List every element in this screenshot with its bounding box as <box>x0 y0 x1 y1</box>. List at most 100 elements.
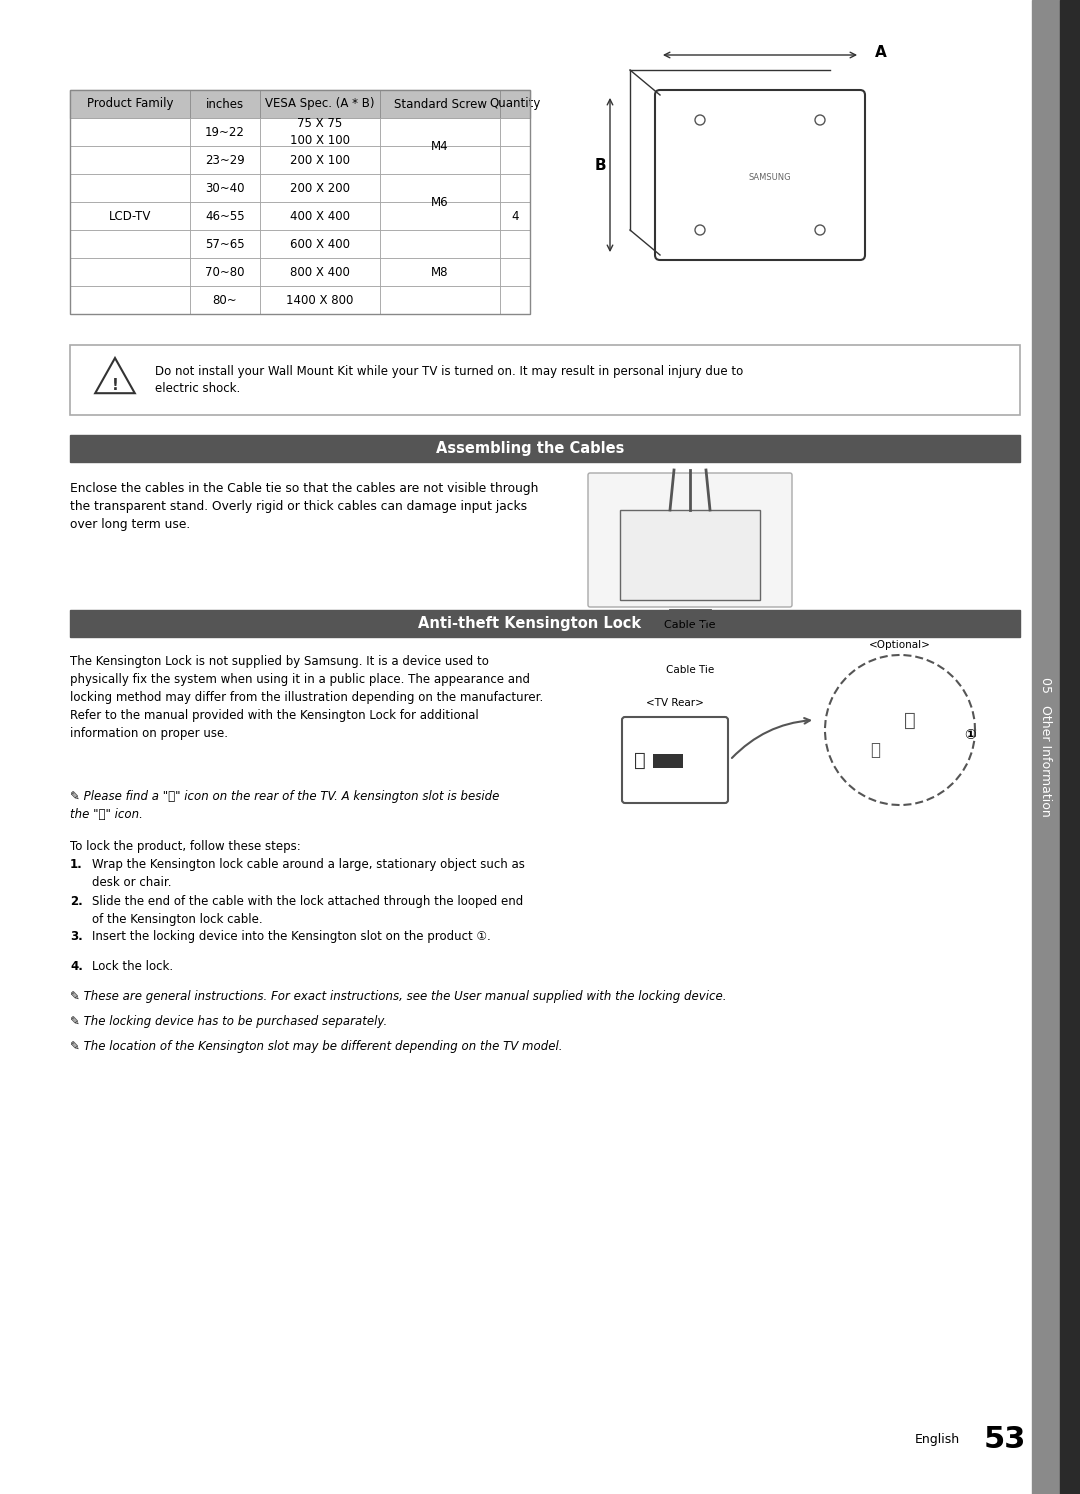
Text: 600 X 400: 600 X 400 <box>291 238 350 251</box>
Bar <box>70 173 190 202</box>
Bar <box>380 285 500 314</box>
Text: !: ! <box>111 378 119 393</box>
Bar <box>500 258 530 285</box>
Text: Slide the end of the cable with the lock attached through the looped end
of the : Slide the end of the cable with the lock… <box>92 895 523 926</box>
Text: 200 X 200: 200 X 200 <box>291 181 350 194</box>
Text: 19~22: 19~22 <box>205 125 245 139</box>
Text: <Optional>: <Optional> <box>869 639 931 650</box>
Bar <box>380 118 500 146</box>
Bar <box>260 285 380 314</box>
Bar <box>260 202 380 230</box>
Bar <box>500 90 530 118</box>
Bar <box>190 258 260 285</box>
Text: LCD-TV: LCD-TV <box>109 209 151 223</box>
Bar <box>500 173 530 202</box>
Text: 75 X 75
100 X 100: 75 X 75 100 X 100 <box>291 117 350 146</box>
Text: Ⓚ: Ⓚ <box>634 750 646 769</box>
Bar <box>190 230 260 258</box>
Text: 800 X 400: 800 X 400 <box>291 266 350 278</box>
Bar <box>190 173 260 202</box>
Bar <box>260 230 380 258</box>
Bar <box>190 146 260 173</box>
Bar <box>70 230 190 258</box>
Text: A: A <box>875 45 887 60</box>
Text: The Kensington Lock is not supplied by Samsung. It is a device used to
physicall: The Kensington Lock is not supplied by S… <box>70 654 543 740</box>
Text: To lock the product, follow these steps:: To lock the product, follow these steps: <box>70 840 300 853</box>
Text: B: B <box>595 158 607 173</box>
Text: Wrap the Kensington lock cable around a large, stationary object such as
desk or: Wrap the Kensington lock cable around a … <box>92 858 525 889</box>
Text: Quantity: Quantity <box>489 97 541 111</box>
Text: <TV Rear>: <TV Rear> <box>646 698 704 708</box>
Bar <box>70 90 530 118</box>
Bar <box>190 118 260 146</box>
Bar <box>70 118 190 146</box>
Bar <box>500 285 530 314</box>
Text: Cable Tie: Cable Tie <box>666 665 714 675</box>
Text: M8: M8 <box>431 266 449 278</box>
Text: 200 X 100: 200 X 100 <box>291 154 350 166</box>
Bar <box>260 258 380 285</box>
Text: SAMSUNG: SAMSUNG <box>748 173 792 182</box>
Text: ✎ Please find a "ⓚ" icon on the rear of the TV. A kensington slot is beside
the : ✎ Please find a "ⓚ" icon on the rear of … <box>70 790 499 822</box>
Text: [Cable Tie
  Diagram]: [Cable Tie Diagram] <box>664 529 716 551</box>
Text: 1.: 1. <box>70 858 83 871</box>
Text: 46~55: 46~55 <box>205 209 245 223</box>
Text: inches: inches <box>206 97 244 111</box>
Text: English: English <box>915 1434 960 1446</box>
Bar <box>653 754 683 768</box>
Bar <box>380 230 500 258</box>
Text: 70~80: 70~80 <box>205 266 245 278</box>
Text: 53: 53 <box>984 1425 1026 1455</box>
Text: 🔒: 🔒 <box>904 711 916 729</box>
Text: 3.: 3. <box>70 929 83 943</box>
Text: M6: M6 <box>431 196 449 209</box>
Text: ✎ The location of the Kensington slot may be different depending on the TV model: ✎ The location of the Kensington slot ma… <box>70 1040 563 1053</box>
Bar <box>260 90 380 118</box>
Bar <box>260 146 380 173</box>
Bar <box>380 173 500 202</box>
Text: 🔑: 🔑 <box>870 741 880 759</box>
Text: Product Family: Product Family <box>86 97 173 111</box>
Bar <box>500 230 530 258</box>
Text: 57~65: 57~65 <box>205 238 245 251</box>
Text: ✎ The locking device has to be purchased separately.: ✎ The locking device has to be purchased… <box>70 1014 388 1028</box>
Bar <box>1032 0 1059 1494</box>
Text: Standard Screw: Standard Screw <box>393 97 486 111</box>
Bar <box>70 90 530 314</box>
Text: Enclose the cables in the Cable tie so that the cables are not visible through
t: Enclose the cables in the Cable tie so t… <box>70 483 538 530</box>
Text: 05   Other Information: 05 Other Information <box>1039 677 1053 817</box>
Bar <box>1059 0 1080 1494</box>
Text: 1400 X 800: 1400 X 800 <box>286 293 353 306</box>
Bar <box>70 610 1020 636</box>
Text: 4: 4 <box>511 209 518 223</box>
FancyBboxPatch shape <box>588 474 792 607</box>
Bar <box>70 146 190 173</box>
Bar <box>500 202 530 230</box>
Text: ✎ These are general instructions. For exact instructions, see the User manual su: ✎ These are general instructions. For ex… <box>70 991 727 1002</box>
Bar <box>380 90 500 118</box>
Text: 80~: 80~ <box>213 293 238 306</box>
Text: M4: M4 <box>431 139 449 152</box>
Bar <box>70 258 190 285</box>
Text: 30~40: 30~40 <box>205 181 245 194</box>
Text: VESA Spec. (A * B): VESA Spec. (A * B) <box>266 97 375 111</box>
Text: 2.: 2. <box>70 895 83 908</box>
Bar <box>500 146 530 173</box>
Text: Anti-theft Kensington Lock: Anti-theft Kensington Lock <box>418 616 642 630</box>
Text: 23~29: 23~29 <box>205 154 245 166</box>
Bar <box>380 202 500 230</box>
Bar <box>70 90 190 118</box>
Text: Cable Tie: Cable Tie <box>664 620 716 630</box>
Bar <box>620 509 760 601</box>
Bar <box>190 90 260 118</box>
Bar <box>260 118 380 146</box>
Text: Lock the lock.: Lock the lock. <box>92 961 173 973</box>
Text: Do not install your Wall Mount Kit while your TV is turned on. It may result in : Do not install your Wall Mount Kit while… <box>156 365 743 396</box>
Text: 400 X 400: 400 X 400 <box>291 209 350 223</box>
Text: ①: ① <box>964 728 976 743</box>
Bar <box>70 285 190 314</box>
Bar <box>70 202 190 230</box>
Bar <box>260 173 380 202</box>
Bar <box>190 285 260 314</box>
Bar <box>380 146 500 173</box>
